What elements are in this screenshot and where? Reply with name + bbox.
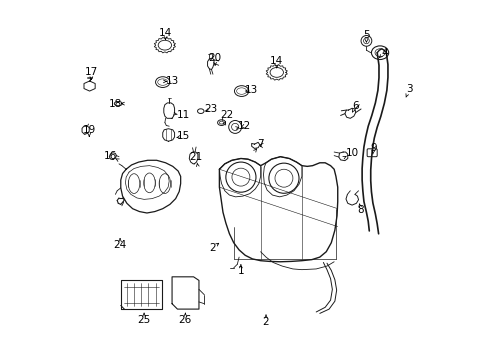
Text: 8: 8 xyxy=(357,206,364,216)
Text: 14: 14 xyxy=(269,56,283,66)
Text: 22: 22 xyxy=(220,111,233,121)
Text: 11: 11 xyxy=(177,111,190,121)
Text: 12: 12 xyxy=(237,121,251,131)
Text: 1: 1 xyxy=(237,266,244,276)
Text: 7: 7 xyxy=(257,139,264,149)
Text: 25: 25 xyxy=(137,315,150,325)
Text: 3: 3 xyxy=(406,84,412,94)
Text: 21: 21 xyxy=(189,152,203,162)
Text: 23: 23 xyxy=(204,104,217,114)
Text: 20: 20 xyxy=(208,53,221,63)
Text: 6: 6 xyxy=(352,102,358,112)
Text: 2: 2 xyxy=(262,317,269,327)
Text: 13: 13 xyxy=(244,85,258,95)
Text: 9: 9 xyxy=(369,143,376,153)
Text: 26: 26 xyxy=(178,315,192,325)
Text: 2: 2 xyxy=(208,243,215,253)
Text: 18: 18 xyxy=(108,99,122,109)
Text: 13: 13 xyxy=(166,76,179,86)
Text: 14: 14 xyxy=(159,28,172,38)
Text: 15: 15 xyxy=(177,131,190,141)
Text: 19: 19 xyxy=(82,125,96,135)
Text: 5: 5 xyxy=(363,30,369,40)
Text: 10: 10 xyxy=(345,148,358,158)
Text: 17: 17 xyxy=(84,67,98,77)
Text: 16: 16 xyxy=(103,150,117,161)
Text: 4: 4 xyxy=(380,48,387,58)
Text: 24: 24 xyxy=(113,240,126,250)
